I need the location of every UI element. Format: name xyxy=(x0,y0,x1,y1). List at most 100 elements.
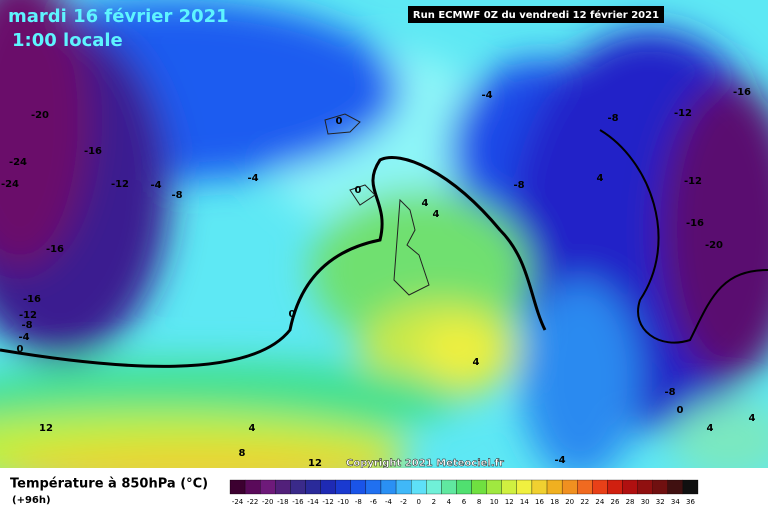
contour-label: -16 xyxy=(84,146,102,157)
colorbar-swatch xyxy=(229,479,246,495)
colorbar-label: -4 xyxy=(385,498,393,506)
colorbar-label: 16 xyxy=(535,498,544,506)
colorbar-label: -2 xyxy=(400,498,407,506)
colorbar-label: 6 xyxy=(462,498,467,506)
colorbar-swatch xyxy=(411,479,427,495)
colorbar-label: -6 xyxy=(370,498,378,506)
colorbar-swatch xyxy=(501,479,517,495)
colorbar-swatch xyxy=(546,479,563,495)
contour-label: 4 xyxy=(749,413,756,424)
colorbar-swatch xyxy=(335,479,351,495)
colorbar-label: 12 xyxy=(505,498,514,506)
copyright: Copyright 2021 Meteociel.fr xyxy=(346,458,504,469)
colorbar-label: 36 xyxy=(686,498,695,506)
colorbar-swatch xyxy=(320,479,336,495)
colorbar-swatch xyxy=(637,479,653,495)
colorbar-swatch xyxy=(592,479,608,495)
colorbar-label: 30 xyxy=(641,498,650,506)
colorbar-label: -12 xyxy=(322,498,333,506)
contour-label: -12 xyxy=(684,176,702,187)
time-title: 1:00 locale xyxy=(12,30,123,51)
contour-label: -4 xyxy=(150,180,161,191)
contour-label: -8 xyxy=(171,190,182,201)
contour-label: 0 xyxy=(17,344,24,355)
contour-label: 12 xyxy=(308,458,322,469)
colorbar-swatch xyxy=(561,479,578,495)
zero-isotherm xyxy=(0,156,547,368)
colorbar-swatch xyxy=(275,479,291,495)
contour-label: 8 xyxy=(239,448,246,459)
colorbar-swatch xyxy=(471,479,487,495)
colorbar-label: -10 xyxy=(338,498,349,506)
contour-label: -12 xyxy=(19,310,37,321)
colorbar-swatch xyxy=(577,479,593,495)
colorbar-label: 32 xyxy=(656,498,665,506)
contour-label: -8 xyxy=(664,387,675,398)
contour-label: -8 xyxy=(513,180,524,191)
colorbar-swatch xyxy=(516,479,533,495)
coastline xyxy=(393,198,430,296)
contour-label: 0 xyxy=(677,405,684,416)
colorbar-label: 0 xyxy=(416,498,420,506)
colorbar-label: 28 xyxy=(626,498,635,506)
colorbar: -24 -22 -20 -18 -16 -14 -12 -10 -8 -6 -4 -2 0 2 4 6 8 10 1… xyxy=(229,479,699,506)
colorbar-swatch xyxy=(667,479,684,495)
colorbar-swatch xyxy=(244,479,261,495)
colorbar-label: 8 xyxy=(477,498,481,506)
contour-label: -8 xyxy=(21,320,32,331)
contour-label: -20 xyxy=(31,110,49,121)
contour-label: 12 xyxy=(39,423,53,434)
colorbar-label: -8 xyxy=(355,498,362,506)
contour-label: -20 xyxy=(705,240,723,251)
contour-label: 4 xyxy=(422,198,429,209)
contour-label: -24 xyxy=(1,179,19,190)
colorbar-swatch xyxy=(531,479,548,495)
colorbar-label: 4 xyxy=(447,498,452,506)
colorbar-label: 14 xyxy=(520,498,529,506)
colorbar-swatch xyxy=(290,479,306,495)
colorbar-swatch xyxy=(441,479,457,495)
contour-label: -4 xyxy=(554,455,565,466)
colorbar-label: -22 xyxy=(247,498,258,506)
colorbar-label: 18 xyxy=(550,498,559,506)
colorbar-label: -18 xyxy=(277,498,288,506)
contour-label: -16 xyxy=(733,87,751,98)
contour-label: -24 xyxy=(9,157,27,168)
contour-labels: -20-16-24-24 -12 -4-8-400-4 -16-12-8-84 -12-… xyxy=(1,87,756,469)
date-title: mardi 16 février 2021 xyxy=(8,6,229,27)
contour-label: 4 xyxy=(597,173,604,184)
colorbar-swatch xyxy=(395,479,412,495)
colorbar-label: 20 xyxy=(565,498,574,506)
contour-label: -8 xyxy=(607,113,618,124)
contour-label: -12 xyxy=(111,179,129,190)
colorbar-swatch xyxy=(305,479,321,495)
colorbar-swatch xyxy=(622,479,638,495)
contour-label: 0 xyxy=(336,116,343,127)
contour-label: -12 xyxy=(674,108,692,119)
contour-label: -4 xyxy=(481,90,492,101)
colorbar-label: 24 xyxy=(595,498,604,506)
contour-label: -4 xyxy=(247,173,258,184)
colorbar-swatch xyxy=(350,479,367,495)
colorbar-swatch xyxy=(426,479,442,495)
contour-label: -16 xyxy=(23,294,41,305)
legend-title: Température à 850hPa (°C) xyxy=(10,477,208,492)
contour-label: -16 xyxy=(46,244,64,255)
contour-label: -4 xyxy=(18,332,29,343)
contour-label: -16 xyxy=(686,218,704,229)
colorbar-label: -16 xyxy=(292,498,304,506)
colorbar-label: 26 xyxy=(611,498,620,506)
temperature-field: -20-16-24-24 -12 -4-8-400-4 -16-12-8-84 -12-… xyxy=(0,0,768,469)
colorbar-swatch xyxy=(682,479,699,495)
colorbar-label: 2 xyxy=(432,498,436,506)
colorbar-label: -24 xyxy=(232,498,244,506)
colorbar-label: -20 xyxy=(262,498,273,506)
colorbar-swatch xyxy=(380,479,397,495)
contour-label: 0 xyxy=(355,185,362,196)
contour-label: 4 xyxy=(249,423,256,434)
colorbar-swatch xyxy=(365,479,382,495)
coastline xyxy=(324,113,376,206)
colorbar-swatch xyxy=(456,479,472,495)
colorbar-swatch xyxy=(607,479,623,495)
contour-label: 0 xyxy=(289,309,296,320)
